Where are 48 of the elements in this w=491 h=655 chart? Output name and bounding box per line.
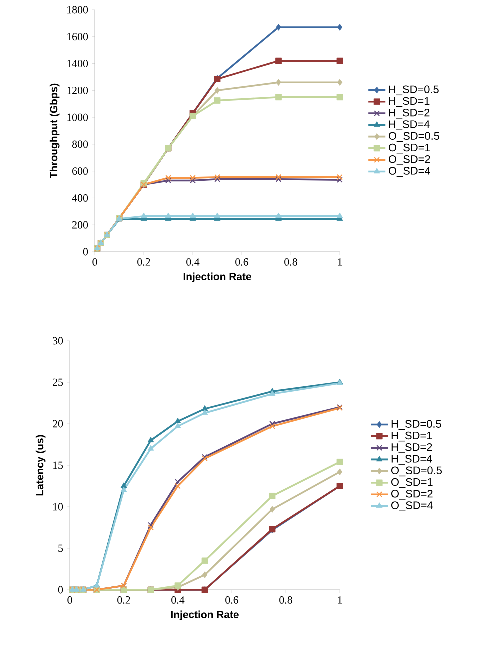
y-tick-label: 0 [58, 586, 64, 594]
legend-label: H_SD=4 [389, 120, 430, 130]
y-tick-label: 400 [72, 194, 88, 202]
legend-label: O_SD=4 [389, 167, 430, 177]
x-axis-title: Injection Rate [171, 610, 239, 621]
y-tick-label: 200 [72, 221, 88, 229]
y-axis-title: Latency (us) [36, 435, 46, 496]
y-tick-label: 600 [72, 168, 88, 176]
y-tick-label: 0 [83, 248, 88, 256]
x-tick-label: 1 [338, 258, 342, 266]
y-tick-label: 20 [53, 420, 64, 428]
y-tick-label: 800 [72, 140, 88, 148]
y-tick-label: 1600 [68, 33, 88, 41]
y-tick-label: 1800 [68, 6, 88, 14]
legend-label: H_SD=4 [392, 455, 432, 465]
legend-label: O_SD=0.5 [392, 466, 442, 477]
x-tick-label: 0.4 [172, 596, 185, 604]
y-tick-label: 1000 [68, 114, 88, 122]
legend-label: O_SD=1 [389, 144, 430, 154]
legend-label: O_SD=1 [392, 478, 433, 488]
x-axis-title: Injection Rate [184, 272, 252, 283]
legend-label: H_SD=2 [392, 443, 432, 454]
legend-label: H_SD=0.5 [392, 420, 442, 430]
legend-label: O_SD=2 [392, 490, 433, 500]
x-tick-label: 0.6 [226, 596, 239, 604]
legend-label: O_SD=4 [392, 502, 433, 512]
y-axis-title: Throughput (Gbps) [50, 84, 60, 179]
y-tick-label: 25 [53, 378, 64, 386]
legend-label: H_SD=0.5 [389, 86, 439, 96]
legend-label: H_SD=2 [389, 108, 430, 119]
x-tick-label: 1 [338, 596, 342, 604]
y-tick-label: 5 [58, 544, 64, 552]
x-tick-label: 0.8 [284, 258, 298, 266]
x-tick-label: 0 [92, 258, 98, 266]
y-tick-label: 10 [54, 503, 64, 511]
y-tick-label: 15 [54, 462, 64, 470]
y-tick-label: 1200 [68, 86, 88, 94]
y-tick-label: 30 [53, 337, 64, 345]
x-tick-label: 0.4 [186, 258, 200, 266]
legend-label: H_SD=1 [392, 432, 432, 442]
legend-label: H_SD=1 [389, 97, 430, 108]
x-tick-label: 0.8 [280, 596, 292, 604]
x-tick-label: 0.2 [118, 596, 130, 604]
legend-label: O_SD=2 [389, 156, 430, 166]
x-tick-label: 0.2 [138, 258, 150, 266]
legend-label: O_SD=0.5 [389, 132, 440, 142]
y-tick-label: 1400 [68, 60, 88, 68]
x-tick-label: 0.6 [236, 258, 249, 266]
